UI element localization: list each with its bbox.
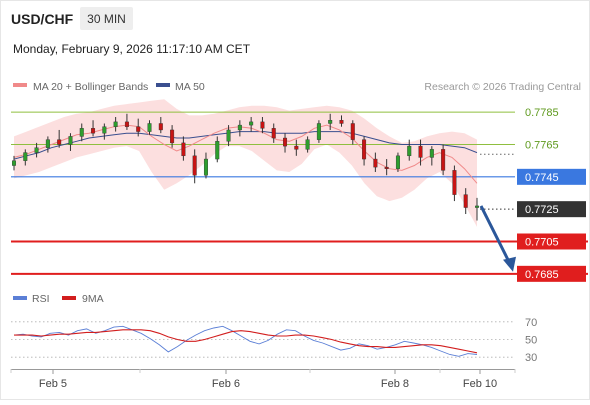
candle-body [203,158,208,176]
symbol-title: USD/CHF [11,11,74,27]
level-label: 0.7685 [525,269,559,281]
level-label: 0.7745 [525,172,559,184]
candle-body [226,129,231,142]
candle-body [475,205,480,208]
candle-body [91,128,96,134]
candle-body [305,139,310,150]
x-tick-label: Feb 8 [381,378,409,390]
candle-body [316,123,321,140]
rsi-tick-label: 50 [525,335,537,347]
candle-body [452,170,457,195]
forecast-arrow-head [503,256,516,272]
bollinger-band-area [14,99,477,227]
x-tick-label: Feb 10 [463,378,497,390]
ma20-legend-label: MA 20 + Bollinger Bands [33,81,148,93]
candle-body [147,123,152,132]
datetime-label: Monday, February 9, 2026 11:17:10 AM CET [13,42,251,56]
level-label: 0.7725 [525,204,559,216]
candle-body [294,145,299,150]
rsi-line [13,325,478,357]
rsi-tick-label: 30 [525,352,537,364]
candle-body [395,155,400,169]
candle-body [113,121,118,127]
level-label-box [517,265,586,282]
candle-body [170,129,175,144]
level-label: 0.7705 [525,237,559,249]
timeframe-button[interactable] [80,7,133,30]
forecast-arrow [479,205,516,272]
candle-body [271,128,276,139]
ma9-legend-label: 9MA [82,293,104,305]
rsi-ma-line [14,329,478,354]
level-label-box [517,201,586,218]
candle-body [136,126,141,132]
candle-body [11,160,16,166]
copyright-label: Research © 2026 Trading Central [424,81,581,93]
level-label: 0.7765 [525,140,559,152]
candle-body [124,121,129,127]
x-tick-label: Feb 5 [39,378,67,390]
candle-body [57,139,62,145]
candle-body [328,120,333,124]
candle-body [339,120,344,124]
level-labels: 0.7785 0.7765 0.7745 0.7725 0.7705 0.7685 [517,107,586,282]
forecast-arrow-shaft [479,205,512,265]
candle-body [181,142,186,157]
candlesticks [11,113,480,221]
ma50-line [13,131,478,160]
candle-body [407,145,412,157]
candle-body [249,121,254,126]
candle-body [68,136,73,145]
candle-body [192,155,197,176]
level-label-box [517,168,586,185]
candle-body [384,166,389,169]
candle-body [237,124,242,131]
rsi-tick-label: 70 [525,317,537,329]
rsi-legend-label: RSI [32,293,50,305]
level-label-box [517,233,586,250]
candle-body [362,139,367,160]
candle-body [373,158,378,168]
rsi-legend-swatch [13,296,27,300]
ma9-legend-swatch [62,296,76,300]
candle-body [79,128,84,137]
candle-body [463,194,468,208]
ma20-legend-swatch [13,83,27,87]
candle-body [158,123,163,131]
rsi-panel: 70 50 30 [11,317,537,364]
timeframe-label: 30 MIN [87,12,126,26]
candle-body [260,121,265,129]
candle-body [418,145,423,158]
level-label: 0.7785 [525,107,559,119]
bollinger-band [14,99,477,227]
x-tick-label: Feb 6 [212,378,240,390]
candle-body [215,141,220,160]
x-axis-ticks: Feb 5 Feb 6 Feb 8 Feb 10 [10,369,516,390]
candle-body [34,147,39,153]
candle-body [45,139,50,148]
candle-body [350,123,355,140]
ma50-legend-label: MA 50 [175,81,205,93]
candle-body [429,149,434,158]
candle-body [283,137,288,147]
ma50-legend-swatch [156,83,170,87]
candle-body [102,126,107,134]
candle-body [23,152,28,161]
candle-body [441,149,446,171]
